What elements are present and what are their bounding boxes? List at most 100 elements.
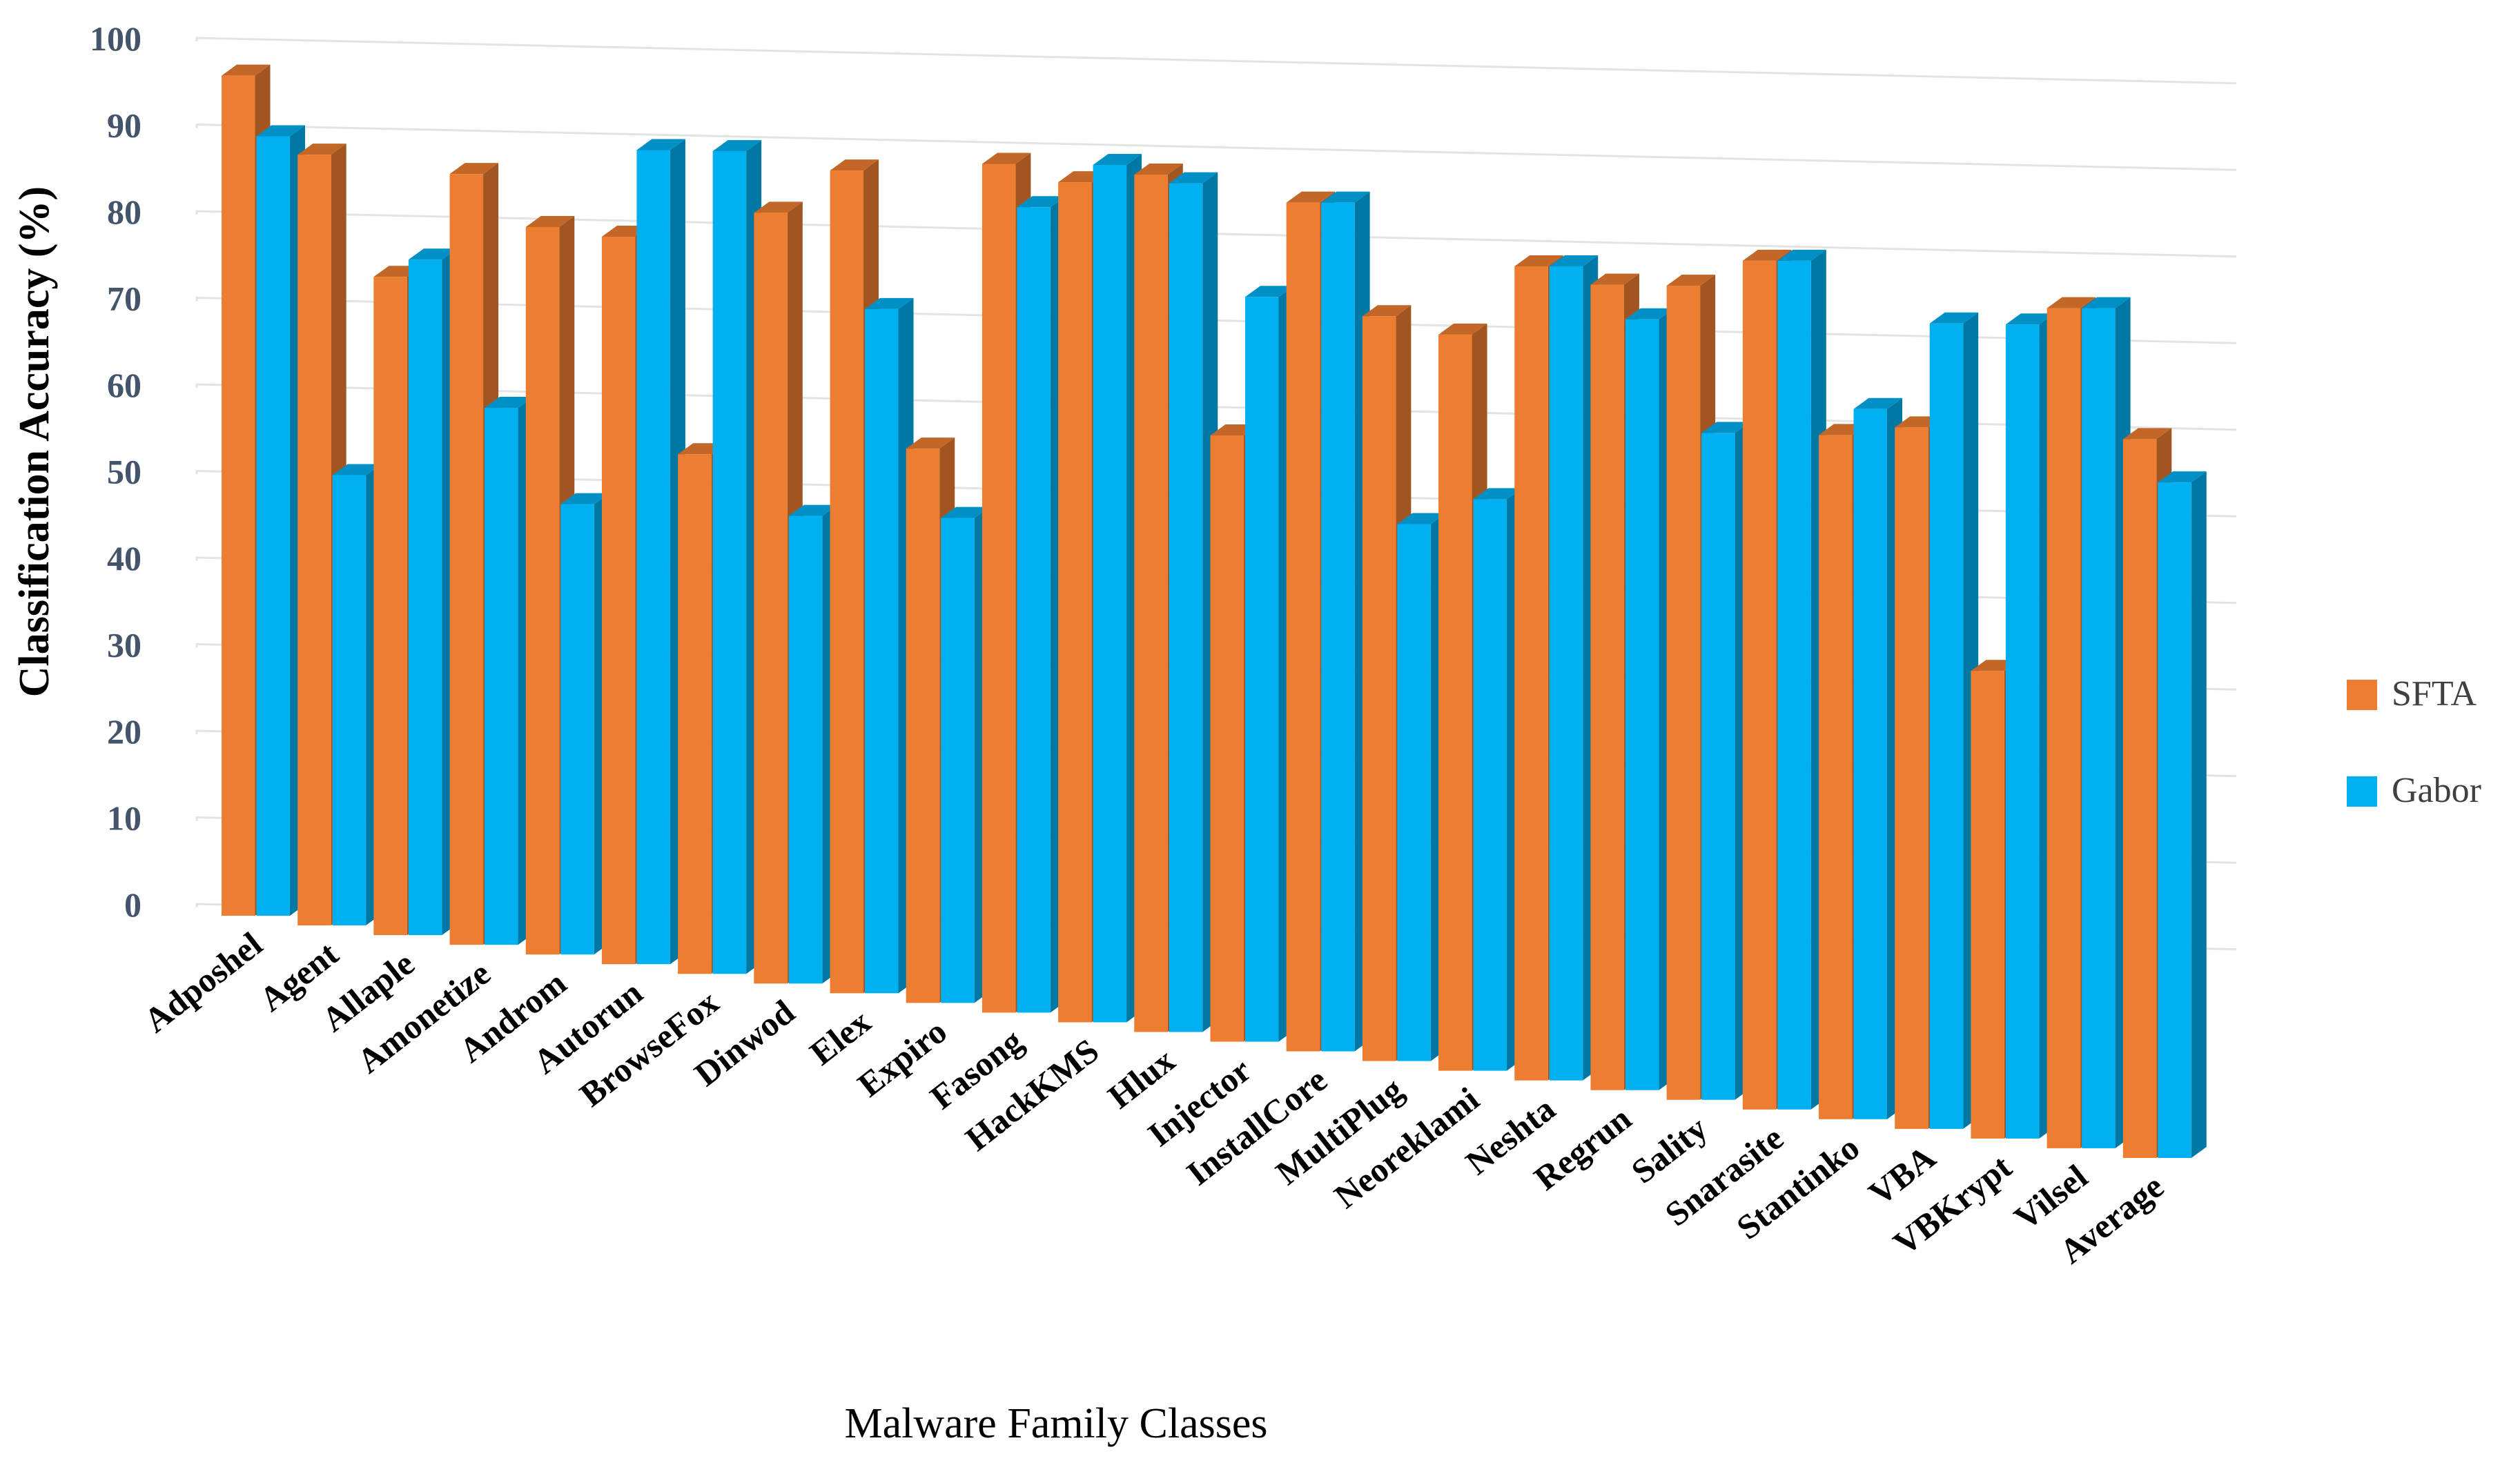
bar-top <box>1473 488 1523 500</box>
bar-front <box>1549 266 1583 1081</box>
bar-front <box>1169 183 1203 1032</box>
bar-top <box>981 153 1031 164</box>
bar-front <box>1625 319 1659 1090</box>
bar-front <box>1895 427 1928 1129</box>
bar-front <box>678 454 712 974</box>
bar-front <box>1093 164 1127 1023</box>
bar-top <box>1362 305 1412 317</box>
bar-top <box>1134 164 1183 175</box>
bar-top <box>1286 191 1336 203</box>
bar-front <box>1473 499 1507 1071</box>
bar-front <box>2047 308 2081 1148</box>
bar-top <box>1017 196 1066 208</box>
bar-top <box>222 64 271 76</box>
bar-front <box>981 164 1016 1013</box>
bar-top <box>1701 422 1750 433</box>
bar-front <box>1701 433 1735 1100</box>
bar-top <box>2005 313 2055 325</box>
bar-front <box>525 226 560 955</box>
bar-front <box>373 277 407 936</box>
gridline-90 <box>195 123 2237 171</box>
bar-front <box>2158 482 2191 1158</box>
y-tick-label: 60 <box>107 366 141 404</box>
bar-top <box>941 507 990 518</box>
bar-top <box>485 397 534 409</box>
bar-front <box>2082 308 2116 1148</box>
x-axis-title: Malware Family Classes <box>844 1400 1267 1447</box>
y-tick-label: 70 <box>107 279 141 318</box>
legend-item-gabor: Gabor <box>2347 771 2481 810</box>
bar-top <box>2122 428 2172 440</box>
gridlines <box>195 37 2237 951</box>
bar-front <box>408 259 442 936</box>
bar-front <box>906 449 940 1003</box>
gridline-100 <box>195 37 2237 85</box>
bar-front <box>1286 202 1320 1052</box>
bar-top <box>1549 255 1599 266</box>
bar-side <box>2191 471 2207 1158</box>
bar-top <box>865 297 914 309</box>
bar-front <box>1929 323 1964 1129</box>
bar-front <box>865 308 899 994</box>
bar-front <box>1017 207 1051 1013</box>
bar-top <box>449 163 499 175</box>
y-tick-label: 90 <box>107 106 141 145</box>
bar-front <box>1362 316 1396 1061</box>
bar-front <box>1321 202 1355 1052</box>
bar-top <box>830 159 879 171</box>
bar-gabor-average <box>2158 471 2207 1158</box>
bar-top <box>788 504 838 516</box>
legend-item-sfta: SFTA <box>2347 674 2477 714</box>
y-tick-label: 50 <box>107 453 141 491</box>
y-tick-label: 80 <box>107 193 141 231</box>
y-tick-label: 0 <box>124 885 141 924</box>
bar-front <box>1666 286 1701 1100</box>
y-tick-label: 20 <box>107 712 141 751</box>
bar-top <box>1742 249 1792 261</box>
bar-front <box>449 174 484 945</box>
bar-front <box>297 155 331 926</box>
bar-top <box>1397 513 1446 524</box>
bar-front <box>941 518 975 1003</box>
bar-front <box>1514 266 1548 1081</box>
bar-front <box>1134 175 1168 1032</box>
bar-top <box>2082 297 2131 308</box>
bar-top <box>1438 323 1487 335</box>
bar-front <box>754 213 788 984</box>
bar-front <box>2005 324 2040 1139</box>
bar-top <box>1777 249 1826 261</box>
bar-front <box>636 150 670 965</box>
bar-front <box>332 475 367 926</box>
bar-front <box>485 408 518 945</box>
bar-front <box>788 515 823 984</box>
bar-top <box>297 144 346 155</box>
y-tick-label: 100 <box>90 19 141 58</box>
bar-top <box>636 139 685 150</box>
bar-top <box>1853 397 1903 409</box>
bar-top <box>1590 273 1639 285</box>
bar-top <box>1625 308 1674 320</box>
bar-front <box>712 151 747 974</box>
bar-top <box>1666 275 1716 286</box>
bar-top <box>1244 286 1294 297</box>
bar-front <box>1819 435 1853 1119</box>
legend-label-gabor: Gabor <box>2392 771 2481 810</box>
bar-front <box>1590 284 1624 1090</box>
y-axis-ticks: 0 10 20 30 40 50 60 70 80 90 100 <box>90 19 141 924</box>
bar-front <box>1210 435 1244 1042</box>
bar-top <box>1093 153 1142 165</box>
bar-top <box>256 125 305 137</box>
bar-front <box>1244 297 1279 1042</box>
bar-front <box>1971 671 2004 1139</box>
bar-top <box>1929 312 1979 324</box>
bar-top <box>2158 471 2207 483</box>
bar-top <box>408 248 458 260</box>
bar-top <box>754 202 803 213</box>
bar-front <box>830 170 864 994</box>
y-tick-label: 10 <box>107 799 141 838</box>
bar-front <box>1777 260 1811 1110</box>
bar-front <box>2122 439 2157 1158</box>
bar-top <box>525 215 575 227</box>
